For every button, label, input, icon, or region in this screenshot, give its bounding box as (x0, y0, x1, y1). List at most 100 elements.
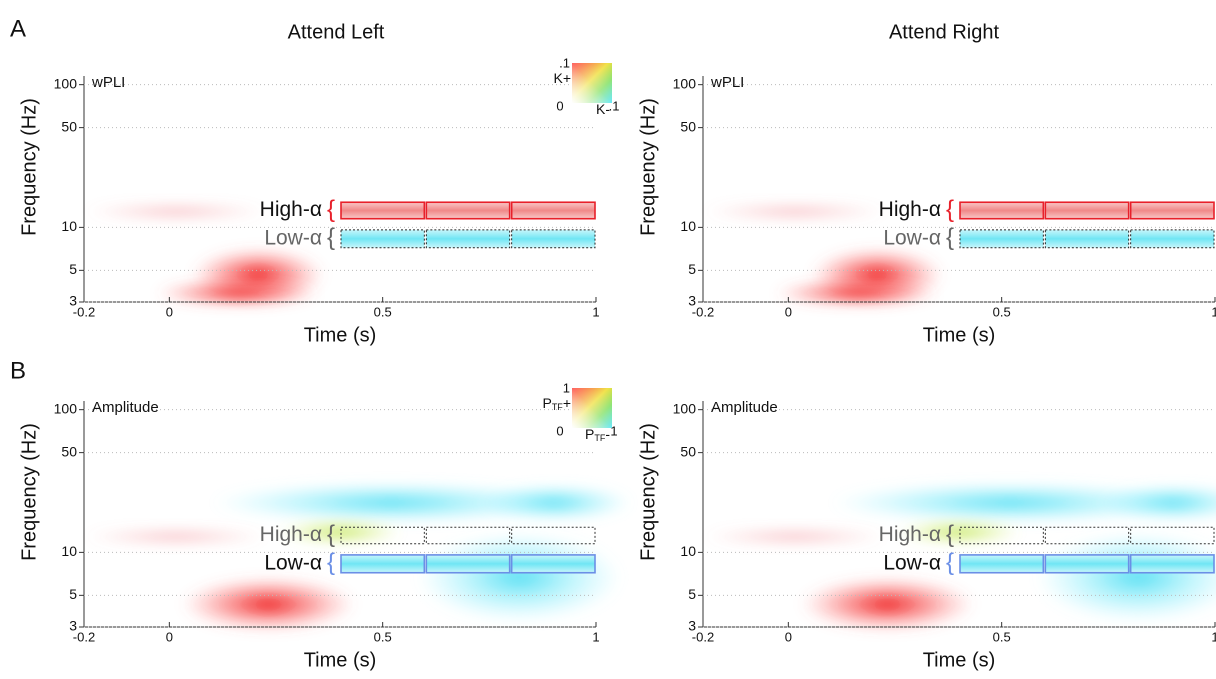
band-brace: { (946, 224, 954, 251)
y-axis-label: Frequency (Hz) (637, 98, 659, 236)
band-window (340, 229, 425, 249)
band-brace: { (327, 521, 335, 548)
y-tick-label: 3 (688, 618, 696, 634)
y-axis-label: Frequency (Hz) (18, 423, 40, 561)
band-window (340, 201, 426, 220)
column-title: Attend Left (288, 21, 385, 43)
x-tick-label: 0.5 (374, 629, 392, 644)
x-axis-label: Time (s) (304, 324, 377, 346)
legend-text: K- (596, 101, 610, 117)
legend-sign: + (563, 395, 571, 411)
x-tick-label: 0.5 (993, 629, 1011, 644)
panel-measure: wPLI (91, 74, 125, 91)
x-tick-label: 1 (1211, 629, 1216, 644)
band-window (510, 554, 596, 574)
band-label: High-α (260, 523, 322, 546)
legend-fade (572, 63, 612, 103)
band-window (425, 526, 511, 545)
y-tick-label: 100 (54, 400, 78, 416)
x-tick-label: 0 (166, 304, 173, 319)
band-label: Low-α (264, 226, 322, 249)
y-tick-label: 50 (61, 118, 77, 134)
band-window (959, 554, 1045, 574)
band-window (1044, 229, 1130, 249)
band-label: High-α (879, 523, 941, 546)
band-window (959, 229, 1044, 249)
x-axis-label: Time (s) (923, 324, 996, 346)
heat-blob (416, 532, 622, 623)
y-tick-label: 3 (69, 618, 77, 634)
legend-text: 0 (556, 98, 563, 113)
legend-text: K+ (553, 70, 571, 86)
heat-blob (703, 202, 888, 221)
band-window (510, 201, 596, 220)
y-tick-label: 10 (680, 543, 696, 559)
band-brace: { (946, 521, 954, 548)
y-tick-label: 10 (61, 218, 77, 234)
legend-text: PTF- (585, 426, 610, 444)
x-tick-label: -0.2 (692, 629, 714, 644)
y-tick-label: 5 (688, 261, 696, 277)
band-window (1129, 554, 1215, 574)
legend-fade (572, 388, 612, 428)
x-tick-label: 1 (592, 629, 599, 644)
heat-blob (1097, 484, 1216, 521)
band-window (340, 554, 426, 574)
y-axis-label: Frequency (Hz) (637, 423, 659, 561)
band-window (1044, 201, 1130, 220)
x-tick-label: -0.2 (73, 304, 95, 319)
band-brace: { (327, 196, 335, 223)
legend-text: PTF+ (542, 395, 571, 413)
heat-blob (1035, 532, 1216, 623)
band-window (1130, 526, 1215, 545)
panel-measure: wPLI (710, 74, 744, 91)
band-brace: { (327, 224, 335, 251)
band-brace: { (946, 196, 954, 223)
heat-blob (155, 279, 320, 307)
band-brace: { (946, 549, 954, 576)
legend-text: .1 (609, 98, 620, 113)
y-tick-label: 3 (688, 293, 696, 309)
legend-subscript: TF (594, 433, 605, 443)
legend-symbol: K- (596, 101, 610, 117)
heat-blob (278, 520, 402, 544)
legend-text: 1 (610, 423, 617, 438)
x-axis-label: Time (s) (304, 649, 377, 671)
legend-sign: - (605, 426, 610, 442)
x-tick-label: 0 (785, 629, 792, 644)
band-window (959, 201, 1045, 220)
legend-symbol: K+ (553, 70, 571, 86)
y-tick-label: 100 (54, 75, 78, 91)
y-tick-label: 100 (673, 400, 697, 416)
heat-blob (84, 527, 269, 546)
heat-blob (800, 577, 975, 632)
legend-text: 1 (563, 380, 570, 395)
y-tick-label: 50 (61, 443, 77, 459)
x-tick-label: 1 (1211, 304, 1216, 319)
band-label: Low-α (883, 226, 941, 249)
heat-blob (478, 484, 632, 521)
y-tick-label: 50 (680, 118, 696, 134)
heat-blob (703, 527, 888, 546)
band-window (425, 229, 511, 249)
band-label: Low-α (264, 551, 322, 574)
panel-measure: Amplitude (92, 399, 159, 416)
band-label: High-α (260, 198, 322, 221)
band-window (1044, 554, 1130, 574)
heat-blob (831, 482, 1190, 524)
y-tick-label: 5 (688, 586, 696, 602)
band-window (425, 554, 511, 574)
panel-measure: Amplitude (711, 399, 778, 416)
y-axis-label: Frequency (Hz) (18, 98, 40, 236)
x-tick-label: -0.2 (73, 629, 95, 644)
band-window (959, 526, 1044, 545)
y-tick-label: 50 (680, 443, 696, 459)
heat-blob (212, 482, 571, 524)
y-tick-label: 5 (69, 586, 77, 602)
x-tick-label: 0 (166, 629, 173, 644)
heat-blob (84, 202, 269, 221)
